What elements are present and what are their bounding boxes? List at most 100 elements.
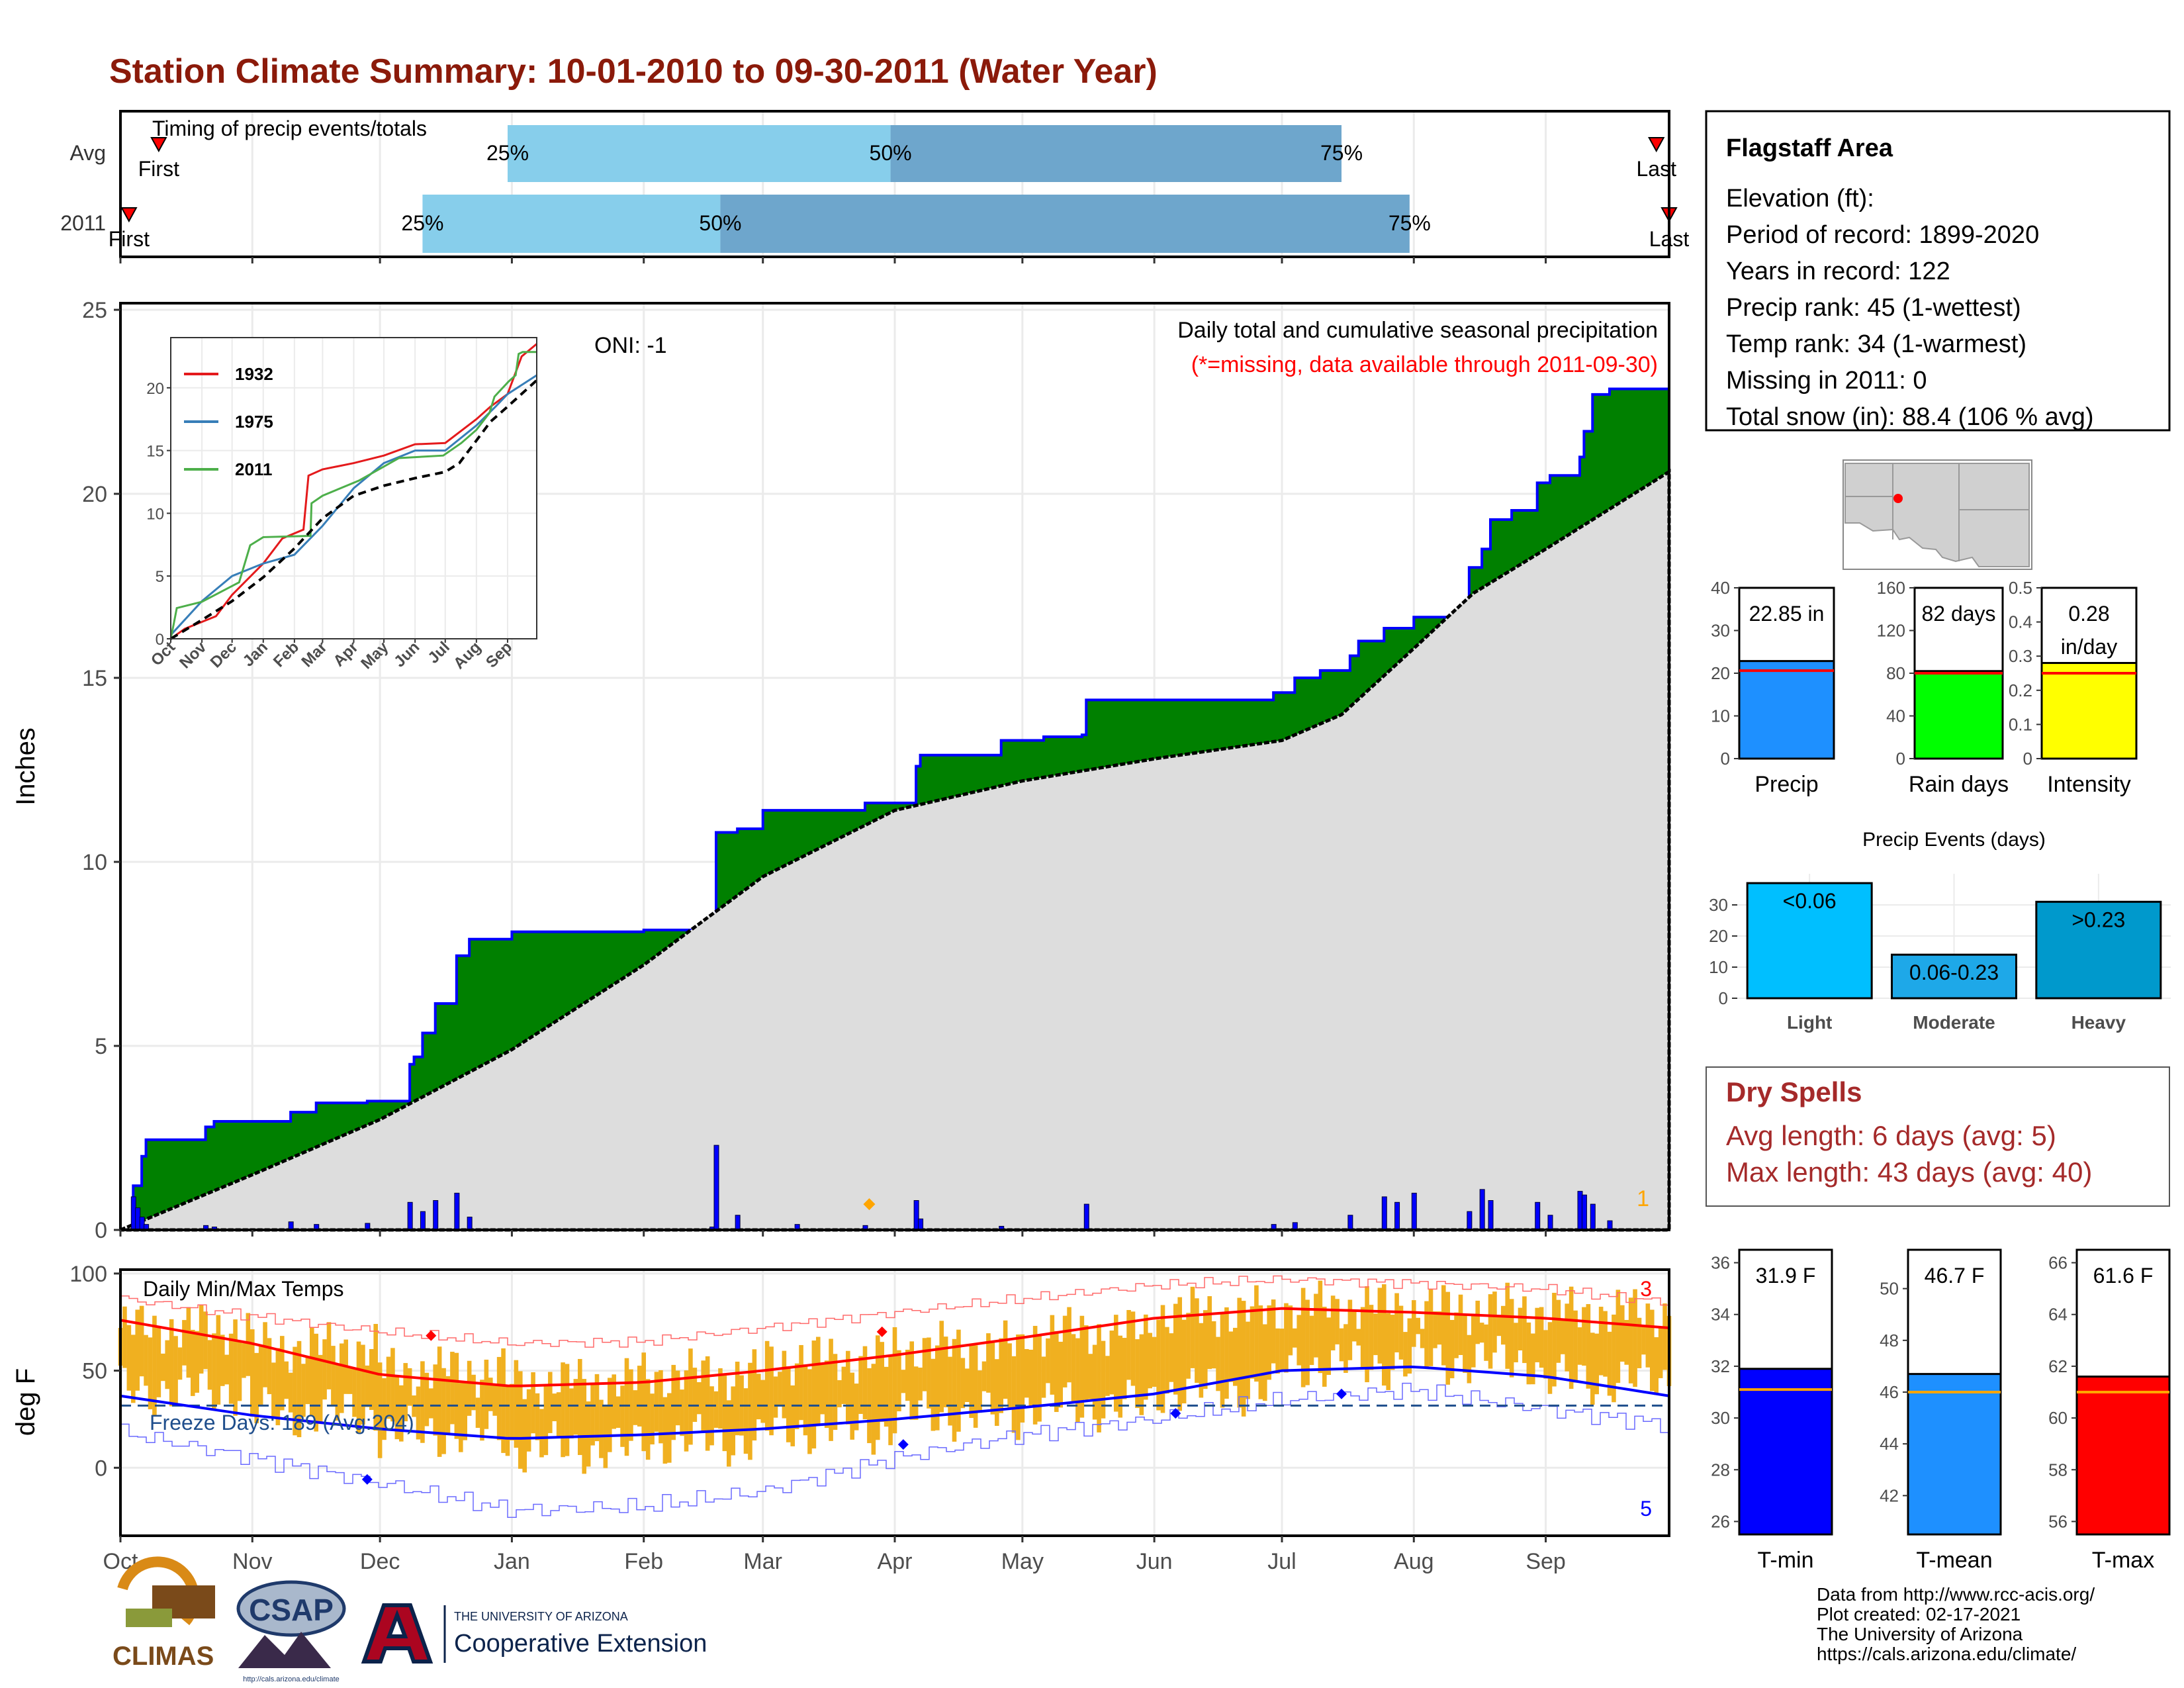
daily-temp-bar (735, 1362, 740, 1436)
daily-temp-bar (246, 1313, 251, 1376)
daily-temp-bar (382, 1378, 387, 1440)
daily-temp-bar (1190, 1286, 1195, 1368)
climas-logo: CLIMAS (113, 1556, 215, 1671)
daily-temp-bar (463, 1382, 468, 1440)
daily-temp-bar (1428, 1288, 1433, 1366)
daily-temp-bar (569, 1388, 574, 1438)
daily-temp-bar (1411, 1300, 1416, 1347)
ua-small-text: THE UNIVERSITY OF ARIZONA (454, 1610, 628, 1623)
daily-temp-bar (433, 1364, 438, 1436)
daily-precip-bar (1411, 1192, 1417, 1231)
events-category-label: Heavy (2071, 1012, 2126, 1033)
daily-temp-bar (386, 1356, 391, 1419)
daily-temp-bar (471, 1374, 476, 1411)
daily-temp-bar (1054, 1331, 1059, 1413)
daily-temp-bar (135, 1309, 140, 1391)
daily-temp-bar (1058, 1341, 1064, 1408)
inset-legend-label-1932: 1932 (235, 364, 273, 384)
daily-temp-bar (293, 1346, 297, 1436)
inset-y-tick-label: 5 (156, 568, 164, 586)
daily-temp-bar (888, 1356, 893, 1446)
daily-temp-bar (854, 1383, 859, 1430)
summary-category-label: T-max (2092, 1548, 2154, 1573)
daily-temp-bar (561, 1362, 565, 1458)
daily-temp-bar (130, 1335, 136, 1403)
summary-y-tick-label: 36 (1711, 1253, 1730, 1273)
daily-precip-bar (407, 1201, 413, 1231)
daily-temp-bar (1420, 1329, 1425, 1348)
daily-temp-bar (905, 1349, 910, 1401)
daily-temp-bar (263, 1322, 267, 1387)
events-bar-moderate (1891, 953, 2017, 1000)
daily-temp-bar (195, 1331, 200, 1393)
daily-precip-bar (1488, 1200, 1494, 1231)
daily-temp-bar (1552, 1292, 1557, 1387)
daily-temp-bar (1028, 1349, 1034, 1407)
daily-temp-bar (1403, 1332, 1408, 1377)
daily-temp-bar (160, 1353, 165, 1382)
inset-y-tick-label: 10 (146, 505, 164, 523)
inset-legend: 1932 1975 2011 (184, 364, 273, 479)
daily-temp-bar (216, 1315, 221, 1405)
daily-precip-bar (1467, 1211, 1473, 1231)
daily-temp-bar (633, 1390, 638, 1425)
daily-temp-bar (875, 1335, 880, 1440)
events-category-label: Light (1787, 1012, 1832, 1033)
daily-temp-bar (612, 1374, 617, 1429)
daily-temp-bar (1492, 1291, 1497, 1353)
timing-q75-label: 75% (1320, 141, 1363, 165)
daily-temp-bar (407, 1368, 412, 1406)
daily-temp-bar (1075, 1338, 1080, 1423)
precip-events-chart: Precip Events (days) 0 10 20 30 <0.06 Light 0.0… (1709, 829, 2171, 1033)
temp-record-marker (897, 1439, 909, 1450)
daily-temp-bar (1496, 1315, 1502, 1336)
daily-temp-bar (607, 1378, 612, 1452)
station-info-box: Flagstaff Area Elevation (ft): Period of… (1705, 110, 2171, 432)
station-name: Flagstaff Area (1726, 134, 1893, 162)
daily-temp-bar (999, 1338, 1004, 1413)
daily-temp-bar (203, 1311, 208, 1370)
events-bar-label: <0.06 (1783, 889, 1837, 913)
daily-temp-bar (1373, 1313, 1378, 1356)
daily-temp-bar (1250, 1306, 1255, 1379)
daily-temp-bar (820, 1363, 825, 1415)
daily-temp-bar (1237, 1297, 1242, 1408)
summary-y-tick-label: 120 (1877, 621, 1905, 641)
daily-temp-bar (1369, 1305, 1374, 1370)
daily-temp-bar (650, 1393, 655, 1445)
daily-precip-bar (1479, 1189, 1485, 1231)
daily-temp-bar (535, 1393, 540, 1440)
timing-q50-label: 50% (699, 211, 741, 235)
daily-temp-bar (718, 1368, 723, 1429)
daily-temp-bar (956, 1329, 961, 1432)
daily-temp-bar (1633, 1289, 1637, 1387)
summary-y-tick-label: 26 (1711, 1511, 1730, 1531)
daily-precip-bar (1581, 1194, 1587, 1231)
daily-precip-bar (1381, 1196, 1387, 1231)
daily-temp-bar (122, 1306, 127, 1368)
daily-temp-bar (1279, 1329, 1285, 1370)
daily-temp-bar (960, 1358, 966, 1409)
timing-category-2011: 2011 (60, 211, 106, 235)
daily-temp-bar (1351, 1310, 1357, 1342)
daily-temp-bar (488, 1378, 493, 1411)
daily-temp-bar (165, 1340, 170, 1389)
daily-temp-bar (1267, 1305, 1272, 1380)
daily-temp-bar (1165, 1327, 1169, 1394)
daily-temp-bar (1152, 1336, 1157, 1387)
daily-temp-bar (1326, 1317, 1332, 1376)
events-category-label: Moderate (1913, 1012, 1995, 1033)
daily-temp-bar (815, 1336, 821, 1425)
daily-temp-bar (1654, 1337, 1659, 1395)
daily-temp-bar (373, 1324, 379, 1431)
summary-bar-intensity (2040, 662, 2138, 760)
daily-temp-bar (1381, 1284, 1387, 1386)
daily-temp-bar (1662, 1303, 1667, 1370)
daily-temp-bar (645, 1379, 651, 1460)
temp-record-marker (1336, 1388, 1347, 1399)
daily-temp-bar (1619, 1305, 1625, 1362)
daily-temp-bar (986, 1333, 991, 1393)
daily-temp-bar (1445, 1291, 1451, 1385)
